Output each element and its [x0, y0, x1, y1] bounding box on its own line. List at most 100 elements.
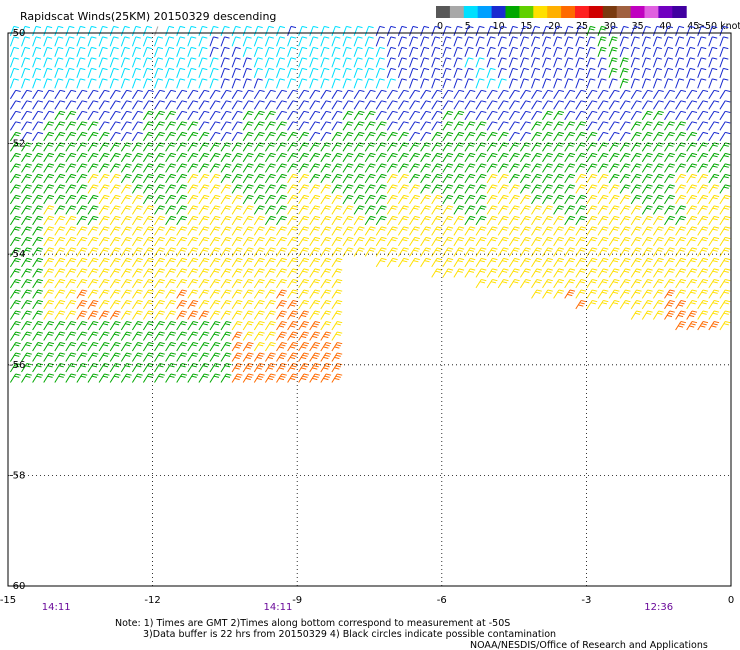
wind-barb [176, 163, 188, 173]
wind-barb [298, 289, 310, 299]
wind-barb [21, 194, 32, 205]
wind-barb [298, 226, 310, 236]
wind-barb [76, 173, 88, 184]
wind-barb [309, 142, 321, 152]
wind-barb [442, 152, 454, 163]
wind-barb [76, 25, 86, 36]
wind-barb [298, 331, 310, 341]
wind-barb [298, 78, 308, 89]
wind-barb [187, 226, 199, 236]
wind-barb [54, 89, 66, 100]
wind-barb [664, 142, 675, 152]
wind-barb [43, 289, 55, 299]
wind-barb [253, 321, 265, 331]
wind-barb [98, 373, 110, 383]
wind-barb [54, 57, 64, 68]
wind-barb [21, 89, 32, 100]
wind-barb [54, 215, 66, 226]
wind-barb [220, 194, 232, 205]
wind-barb [253, 352, 265, 362]
wind-barb [32, 142, 44, 152]
wind-barb [331, 163, 343, 173]
x-tick-label: -15 [0, 595, 16, 606]
wind-barb [154, 321, 165, 331]
wind-barb [586, 46, 596, 57]
wind-barb [209, 268, 221, 278]
wind-barb [652, 89, 664, 100]
wind-barb [198, 215, 210, 226]
wind-barb [608, 46, 618, 57]
wind-barb [309, 342, 321, 352]
wind-barb [453, 89, 465, 100]
wind-barb [32, 300, 44, 310]
wind-barb [342, 110, 354, 121]
wind-barb [276, 100, 287, 110]
wind-barb [453, 268, 465, 278]
wind-barb [231, 152, 243, 163]
wind-barb [165, 321, 177, 331]
wind-barb [386, 110, 398, 121]
wind-barb [142, 300, 154, 310]
wind-barb [519, 46, 529, 57]
wind-barb [276, 321, 287, 331]
wind-barb [697, 142, 709, 152]
wind-barb [453, 131, 465, 142]
wind-barb [420, 89, 432, 100]
x-tick-label: -9 [292, 595, 302, 606]
wind-barb [486, 152, 498, 163]
wind-barb [719, 173, 731, 184]
wind-barb [9, 321, 21, 331]
wind-barb [98, 247, 110, 257]
legend-swatch [575, 6, 590, 18]
wind-barb [553, 268, 565, 278]
wind-barb [142, 373, 154, 383]
wind-barb [309, 279, 321, 289]
wind-barb [397, 78, 407, 89]
wind-barb [531, 152, 542, 163]
wind-barb [65, 268, 77, 278]
wind-barb [608, 89, 620, 100]
wind-barb [675, 121, 687, 131]
wind-barb [675, 110, 687, 121]
wind-barb [553, 184, 565, 194]
wind-barb [298, 89, 310, 100]
wind-barb [497, 142, 509, 152]
wind-barb [386, 236, 398, 247]
wind-barb [142, 163, 154, 173]
wind-barb [597, 289, 609, 299]
legend-swatch [561, 6, 576, 18]
wind-barb [331, 310, 343, 320]
wind-barb [675, 36, 685, 47]
wind-barb [597, 236, 609, 247]
wind-barb [386, 78, 396, 89]
wind-barb [187, 331, 199, 341]
wind-barb [497, 46, 507, 57]
wind-barb [21, 310, 32, 320]
wind-barb [719, 110, 731, 121]
wind-barb [641, 194, 653, 205]
wind-barb [142, 36, 153, 47]
wind-barb [708, 215, 720, 226]
wind-barb [264, 268, 276, 278]
wind-barb [209, 236, 221, 247]
wind-barb [542, 121, 553, 131]
wind-barb [475, 247, 487, 257]
wind-barb [187, 215, 199, 226]
legend-label: 45 [687, 21, 699, 32]
wind-barb [331, 247, 343, 257]
wind-barb [420, 46, 430, 57]
wind-barb [431, 184, 443, 194]
wind-barb [453, 184, 465, 194]
wind-barb [264, 342, 276, 352]
wind-barb [575, 247, 587, 257]
wind-barb [109, 163, 121, 173]
wind-barb [209, 310, 221, 320]
wind-barb [719, 121, 731, 131]
wind-barb [298, 100, 310, 110]
wind-barb [353, 100, 365, 110]
wind-barb [564, 131, 576, 142]
wind-barb [708, 205, 720, 215]
wind-barb [664, 100, 675, 110]
wind-barb [652, 163, 664, 173]
wind-barb [98, 163, 110, 173]
